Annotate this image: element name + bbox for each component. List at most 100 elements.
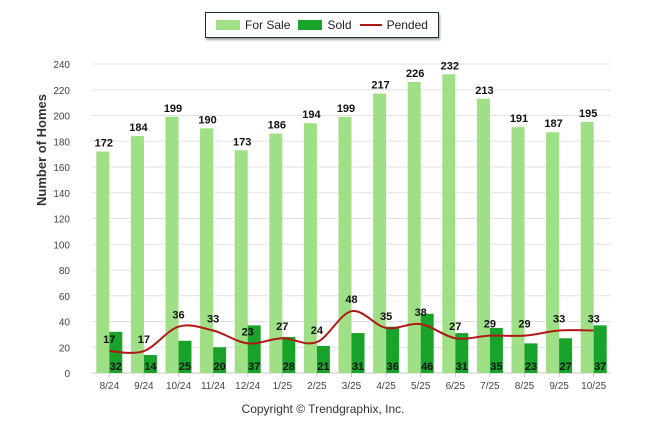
bar-sold: [213, 347, 227, 373]
data-label-sold: 32: [110, 361, 122, 373]
data-label-pended: 33: [553, 314, 565, 326]
bar-series: [96, 74, 607, 374]
y-tick-label: 120: [53, 215, 70, 226]
data-label-pended: 33: [207, 314, 219, 326]
data-label-for-sale: 184: [129, 122, 148, 134]
data-label-sold: 31: [456, 361, 468, 373]
y-tick-label: 180: [53, 137, 70, 148]
legend-label-pended: Pended: [386, 18, 428, 32]
x-tick-label: 12/24: [235, 381, 260, 392]
data-label-pended: 33: [588, 314, 600, 326]
data-label-sold: 46: [421, 361, 433, 373]
bar-for-sale: [200, 128, 214, 373]
bar-sold: [455, 333, 469, 373]
x-tick-label: 9/24: [134, 381, 154, 392]
data-label-for-sale: 226: [406, 68, 424, 80]
data-label-pended: 23: [242, 326, 254, 338]
data-label-for-sale: 187: [544, 118, 562, 130]
bar-for-sale: [442, 74, 456, 374]
x-tick-label: 11/24: [201, 381, 226, 392]
legend-item-pended[interactable]: Pended: [359, 18, 428, 32]
x-tick-label: 1/25: [273, 381, 293, 392]
data-label-for-sale: 195: [579, 108, 597, 120]
y-axis-title-text: Number of Homes: [34, 94, 49, 206]
data-label-sold: 14: [144, 361, 157, 373]
x-tick-label: 6/25: [446, 381, 466, 392]
data-label-sold: 28: [283, 361, 295, 373]
bar-sold: [351, 333, 365, 373]
data-label-sold: 35: [490, 361, 502, 373]
legend-swatch-pended: [359, 24, 382, 26]
data-label-pended: 17: [138, 334, 150, 346]
legend-label-for-sale: For Sale: [245, 18, 291, 32]
legend-item-sold[interactable]: Sold: [298, 18, 352, 32]
pended-line: [109, 310, 594, 354]
legend-swatch-sold: [298, 20, 323, 30]
data-label-sold: 27: [559, 361, 571, 373]
data-label-sold: 20: [213, 361, 225, 373]
bar-for-sale: [338, 116, 352, 373]
y-tick-label: 220: [53, 86, 70, 97]
bar-for-sale: [130, 136, 144, 373]
bar-sold: [316, 345, 330, 373]
y-tick-label: 80: [59, 266, 71, 277]
pended-line-series: [109, 310, 594, 354]
data-label-for-sale: 190: [198, 114, 216, 126]
bar-for-sale: [96, 151, 110, 373]
x-tick-label: 8/25: [515, 381, 535, 392]
bar-sold: [247, 325, 261, 373]
x-tick-label: 10/25: [581, 381, 606, 392]
y-tick-label: 40: [59, 318, 71, 329]
x-tick-label: 2/25: [307, 381, 327, 392]
x-tick-label: 10/24: [166, 381, 191, 392]
bar-sold: [282, 336, 296, 373]
y-axis-ticks: 0 20 40 60 80 100 120 140 160 180 200 220 240: [53, 60, 70, 380]
bar-sold: [559, 338, 573, 373]
data-label-for-sale: 199: [337, 103, 355, 115]
data-label-sold: 37: [594, 361, 606, 373]
bar-for-sale: [234, 150, 248, 373]
y-tick-label: 140: [53, 189, 70, 200]
data-label-for-sale: 172: [95, 138, 113, 150]
legend-item-for-sale[interactable]: For Sale: [216, 18, 290, 32]
x-tick-label: 5/25: [411, 381, 431, 392]
bar-for-sale: [580, 121, 594, 373]
data-label-for-sale: 194: [302, 109, 321, 121]
data-label-sold: 21: [317, 361, 329, 373]
data-label-pended: 35: [380, 311, 392, 323]
legend-label-sold: Sold: [327, 18, 352, 32]
bar-sold: [593, 325, 607, 373]
bar-for-sale: [511, 127, 525, 374]
data-label-for-sale: 213: [475, 85, 493, 97]
data-label-for-sale: 186: [268, 120, 286, 132]
data-label-for-sale: 199: [164, 103, 182, 115]
y-tick-label: 240: [53, 60, 70, 71]
x-tick-label: 8/24: [100, 381, 120, 392]
bar-sold: [386, 326, 400, 373]
y-tick-label: 100: [53, 240, 70, 251]
data-label-sold: 31: [352, 361, 364, 373]
data-label-sold: 36: [386, 361, 398, 373]
bar-for-sale: [165, 116, 179, 373]
data-labels: 1723218414199251902017337186281942119931…: [95, 60, 607, 373]
data-label-pended: 24: [311, 325, 324, 337]
data-label-pended: 27: [449, 321, 461, 333]
x-tick-label: 9/25: [549, 381, 569, 392]
bar-sold: [420, 313, 434, 373]
data-label-pended: 27: [276, 321, 288, 333]
y-tick-label: 20: [59, 343, 71, 354]
data-label-pended: 48: [345, 294, 357, 306]
x-tick-label: 4/25: [376, 381, 396, 392]
data-label-sold: 37: [248, 361, 260, 373]
data-label-sold: 23: [525, 361, 537, 373]
bar-sold: [143, 354, 157, 373]
bar-sold: [178, 340, 192, 373]
x-tick-label: 7/25: [480, 381, 500, 392]
data-label-pended: 29: [518, 319, 530, 331]
data-label-for-sale: 191: [510, 113, 528, 125]
bar-for-sale: [476, 98, 490, 373]
data-label-pended: 36: [172, 310, 184, 322]
bar-sold: [524, 343, 538, 373]
data-label-pended: 38: [415, 307, 427, 319]
data-label-pended: 29: [484, 319, 496, 331]
